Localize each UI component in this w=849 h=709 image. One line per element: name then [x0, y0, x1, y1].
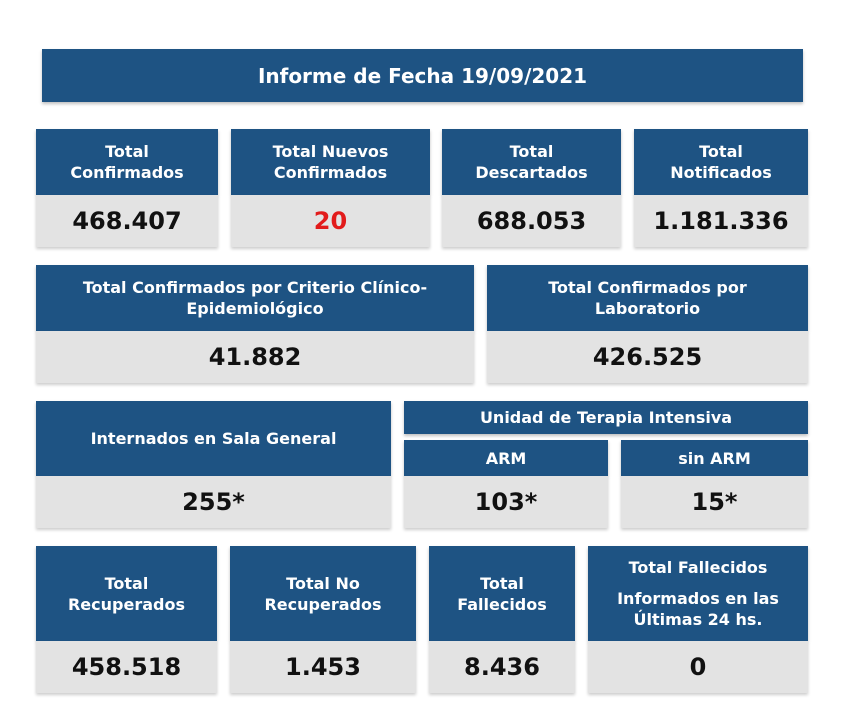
sala-general-value: 255* — [36, 476, 391, 528]
total-fallecidos-header: Total Fallecidos — [429, 546, 575, 641]
header-line: Total — [509, 142, 554, 161]
header-line: Descartados — [475, 163, 588, 182]
header-line: Confirmados — [70, 163, 184, 182]
total-recuperados-header: Total Recuperados — [36, 546, 217, 641]
confirmados-criterio-clinico-header: Total Confirmados por Criterio Clínico- E… — [36, 265, 474, 331]
header-line: Total — [104, 573, 149, 593]
total-no-recuperados-header: Total No Recuperados — [230, 546, 416, 641]
header-line: Total Fallecidos — [628, 558, 768, 577]
header-line: Fallecidos — [457, 594, 547, 614]
total-nuevos-confirmados-value: 20 — [231, 195, 430, 247]
header-line: Recuperados — [67, 594, 185, 614]
header-line: Epidemiológico — [186, 299, 324, 318]
total-recuperados-value: 458.518 — [36, 641, 217, 693]
confirmados-laboratorio-value: 426.525 — [487, 331, 808, 383]
total-notificados-header: Total Notificados — [634, 129, 808, 195]
header-line: Notificados — [670, 163, 772, 182]
header-line: Total Confirmados por Criterio Clínico- — [82, 278, 428, 297]
total-descartados-value: 688.053 — [442, 195, 621, 247]
header-line: Total Nuevos — [272, 142, 389, 161]
sala-general-header: Internados en Sala General — [36, 401, 391, 476]
report-title: Informe de Fecha 19/09/2021 — [42, 49, 803, 102]
header-line: Confirmados — [273, 163, 388, 182]
arm-value: 103* — [404, 476, 608, 528]
total-nuevos-confirmados-header: Total Nuevos Confirmados — [231, 129, 430, 195]
total-descartados-header: Total Descartados — [442, 129, 621, 195]
fallecidos-24hs-value: 0 — [588, 641, 808, 693]
confirmados-laboratorio-header: Total Confirmados por Laboratorio — [487, 265, 808, 331]
total-confirmados-header: Total Confirmados — [36, 129, 218, 195]
header-line: Total — [699, 142, 743, 161]
header-line: Total — [480, 573, 524, 593]
fallecidos-24hs-header: Total Fallecidos Informados en las Últim… — [588, 546, 808, 641]
sin-arm-value: 15* — [621, 476, 808, 528]
confirmados-criterio-clinico-value: 41.882 — [36, 331, 474, 383]
header-line: Laboratorio — [594, 299, 701, 318]
arm-header: ARM — [404, 440, 608, 476]
header-line: Últimas 24 hs. — [633, 610, 763, 629]
header-line: Recuperados — [264, 594, 382, 614]
sin-arm-header: sin ARM — [621, 440, 808, 476]
header-line: Informados en las — [617, 589, 779, 608]
total-notificados-value: 1.181.336 — [634, 195, 808, 247]
header-line: Total — [105, 142, 149, 161]
total-no-recuperados-value: 1.453 — [230, 641, 416, 693]
uti-header: Unidad de Terapia Intensiva — [404, 401, 808, 434]
total-confirmados-value: 468.407 — [36, 195, 218, 247]
total-fallecidos-value: 8.436 — [429, 641, 575, 693]
header-line: Total Confirmados por — [548, 278, 747, 297]
header-line: Total No — [286, 573, 360, 593]
